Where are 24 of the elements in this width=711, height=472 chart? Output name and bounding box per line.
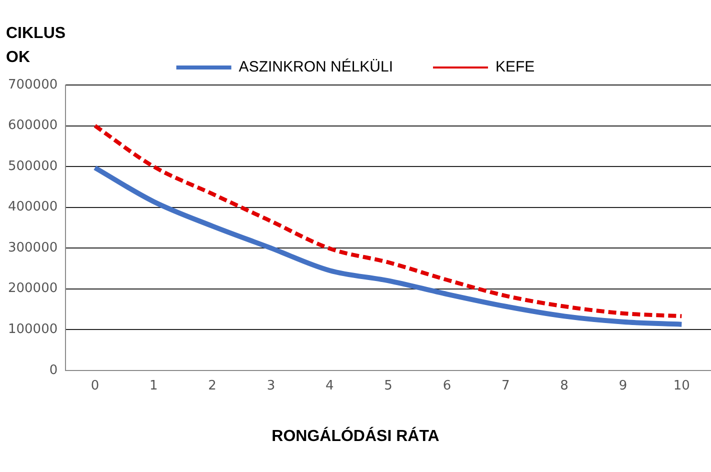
legend-label: KEFE (496, 58, 535, 76)
x-tick-label: 8 (560, 378, 568, 394)
y-tick-label: 100000 (8, 322, 58, 338)
x-tick-label: 6 (442, 378, 452, 394)
x-tick-label: 1 (149, 378, 158, 394)
y-tick-label: 700000 (8, 77, 58, 92)
x-tick-label: 9 (618, 378, 628, 394)
y-tick-label: 300000 (8, 240, 58, 256)
x-axis-title: RONGÁLÓDÁSI RÁTA (270, 428, 440, 446)
x-tick-label: 4 (326, 378, 334, 394)
x-tick-label: 3 (266, 378, 276, 394)
y-tick-label: 600000 (8, 118, 58, 134)
y-tick-label: 0 (49, 362, 58, 378)
line-series (92, 124, 684, 318)
x-tick-label: 2 (208, 378, 216, 394)
y-tick-label: 200000 (8, 281, 58, 296)
x-tick-label: 0 (90, 378, 100, 394)
x-tick-label: 7 (502, 378, 510, 394)
x-tick-label: 5 (384, 378, 392, 394)
y-tick-label: 400000 (8, 200, 58, 215)
y-axis-title: CIKLUSOK (6, 24, 67, 68)
y-tick-label: 500000 (8, 158, 58, 174)
legend-label: ASZINKRON NÉLKÜLI (238, 58, 394, 76)
x-tick-label: 10 (673, 378, 690, 394)
